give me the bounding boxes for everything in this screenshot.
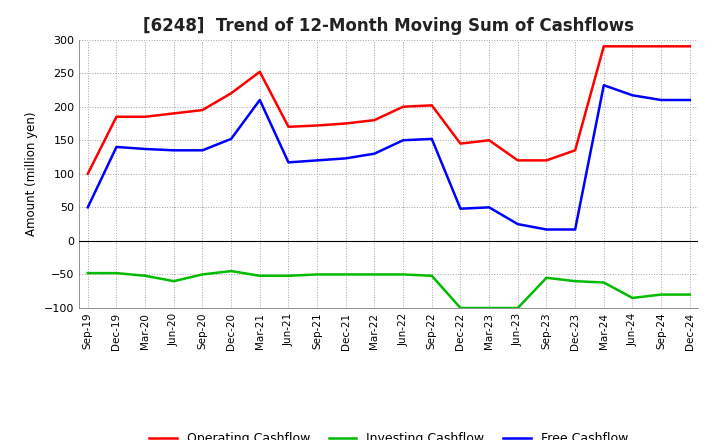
Operating Cashflow [141,114,150,119]
Operating Cashflow [169,111,178,116]
Investing Cashflow [112,271,121,276]
Free Cashflow [112,144,121,150]
Investing Cashflow [685,292,694,297]
Free Cashflow [370,151,379,156]
Free Cashflow [141,147,150,152]
Investing Cashflow [84,271,92,276]
Title: [6248]  Trend of 12-Month Moving Sum of Cashflows: [6248] Trend of 12-Month Moving Sum of C… [143,17,634,35]
Operating Cashflow [399,104,408,109]
Line: Investing Cashflow: Investing Cashflow [88,271,690,308]
Operating Cashflow [456,141,465,146]
Operating Cashflow [84,171,92,176]
Free Cashflow [169,148,178,153]
Free Cashflow [312,158,321,163]
Investing Cashflow [341,272,350,277]
Operating Cashflow [312,123,321,128]
Investing Cashflow [169,279,178,284]
Free Cashflow [256,97,264,103]
Investing Cashflow [399,272,408,277]
Operating Cashflow [284,124,293,129]
Line: Operating Cashflow: Operating Cashflow [88,46,690,174]
Investing Cashflow [198,272,207,277]
Free Cashflow [284,160,293,165]
Investing Cashflow [141,273,150,279]
Free Cashflow [513,221,522,227]
Free Cashflow [600,83,608,88]
Operating Cashflow [341,121,350,126]
Investing Cashflow [485,305,493,311]
Operating Cashflow [256,69,264,74]
Investing Cashflow [657,292,665,297]
Investing Cashflow [456,305,465,311]
Investing Cashflow [571,279,580,284]
Investing Cashflow [542,275,551,280]
Investing Cashflow [428,273,436,279]
Free Cashflow [485,205,493,210]
Operating Cashflow [198,107,207,113]
Investing Cashflow [284,273,293,279]
Investing Cashflow [256,273,264,279]
Free Cashflow [542,227,551,232]
Operating Cashflow [227,91,235,96]
Operating Cashflow [370,117,379,123]
Free Cashflow [399,138,408,143]
Operating Cashflow [513,158,522,163]
Investing Cashflow [628,295,636,301]
Investing Cashflow [370,272,379,277]
Operating Cashflow [685,44,694,49]
Legend: Operating Cashflow, Investing Cashflow, Free Cashflow: Operating Cashflow, Investing Cashflow, … [145,427,633,440]
Free Cashflow [571,227,580,232]
Investing Cashflow [312,272,321,277]
Operating Cashflow [657,44,665,49]
Free Cashflow [456,206,465,211]
Operating Cashflow [112,114,121,119]
Free Cashflow [84,205,92,210]
Free Cashflow [227,136,235,142]
Free Cashflow [628,93,636,98]
Investing Cashflow [513,305,522,311]
Investing Cashflow [227,268,235,274]
Operating Cashflow [600,44,608,49]
Free Cashflow [657,97,665,103]
Operating Cashflow [571,148,580,153]
Investing Cashflow [600,280,608,285]
Free Cashflow [428,136,436,142]
Operating Cashflow [485,138,493,143]
Y-axis label: Amount (million yen): Amount (million yen) [25,112,38,236]
Operating Cashflow [542,158,551,163]
Free Cashflow [198,148,207,153]
Line: Free Cashflow: Free Cashflow [88,85,690,230]
Operating Cashflow [628,44,636,49]
Operating Cashflow [428,103,436,108]
Free Cashflow [685,97,694,103]
Free Cashflow [341,156,350,161]
